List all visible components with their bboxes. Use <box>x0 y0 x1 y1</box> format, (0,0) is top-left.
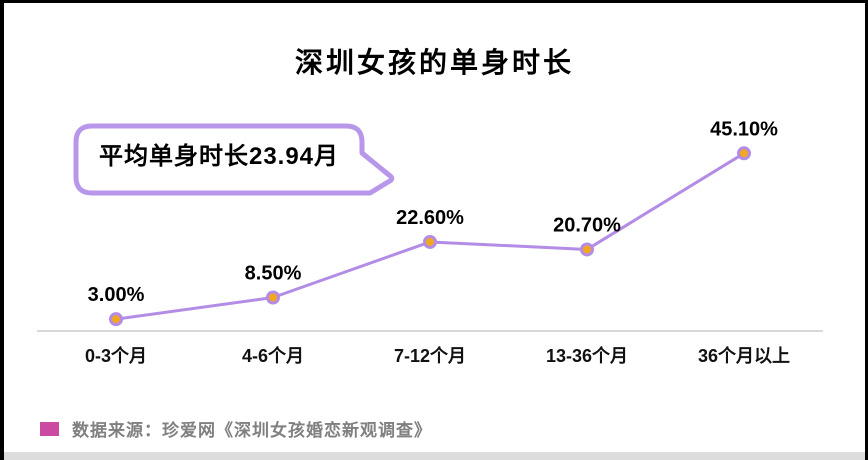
value-label: 45.10% <box>710 118 778 140</box>
source-text: 数据来源：珍爱网《深圳女孩婚恋新观调查》 <box>72 421 432 440</box>
bottom-strip <box>4 452 865 460</box>
average-callout: 平均单身时长23.94月 <box>72 121 412 205</box>
source-row: 数据来源：珍爱网《深圳女孩婚恋新观调查》 <box>40 416 432 441</box>
value-label: 8.50% <box>245 263 302 285</box>
data-point <box>266 290 280 305</box>
value-label: 3.00% <box>88 284 145 306</box>
data-point <box>423 234 437 249</box>
data-point <box>737 146 751 161</box>
callout-text: 平均单身时长23.94月 <box>98 143 340 170</box>
category-label: 7-12个月 <box>394 345 466 366</box>
category-label: 0-3个月 <box>85 345 147 366</box>
value-label: 20.70% <box>553 214 621 236</box>
value-label: 22.60% <box>396 207 464 229</box>
category-label: 4-6个月 <box>242 345 304 366</box>
category-label: 36个月以上 <box>698 345 790 366</box>
data-point <box>580 242 594 257</box>
legend-swatch <box>40 421 59 436</box>
category-label: 13-36个月 <box>546 345 628 366</box>
chart-title: 深圳女孩的单身时长 <box>294 47 574 78</box>
data-point <box>109 312 123 327</box>
